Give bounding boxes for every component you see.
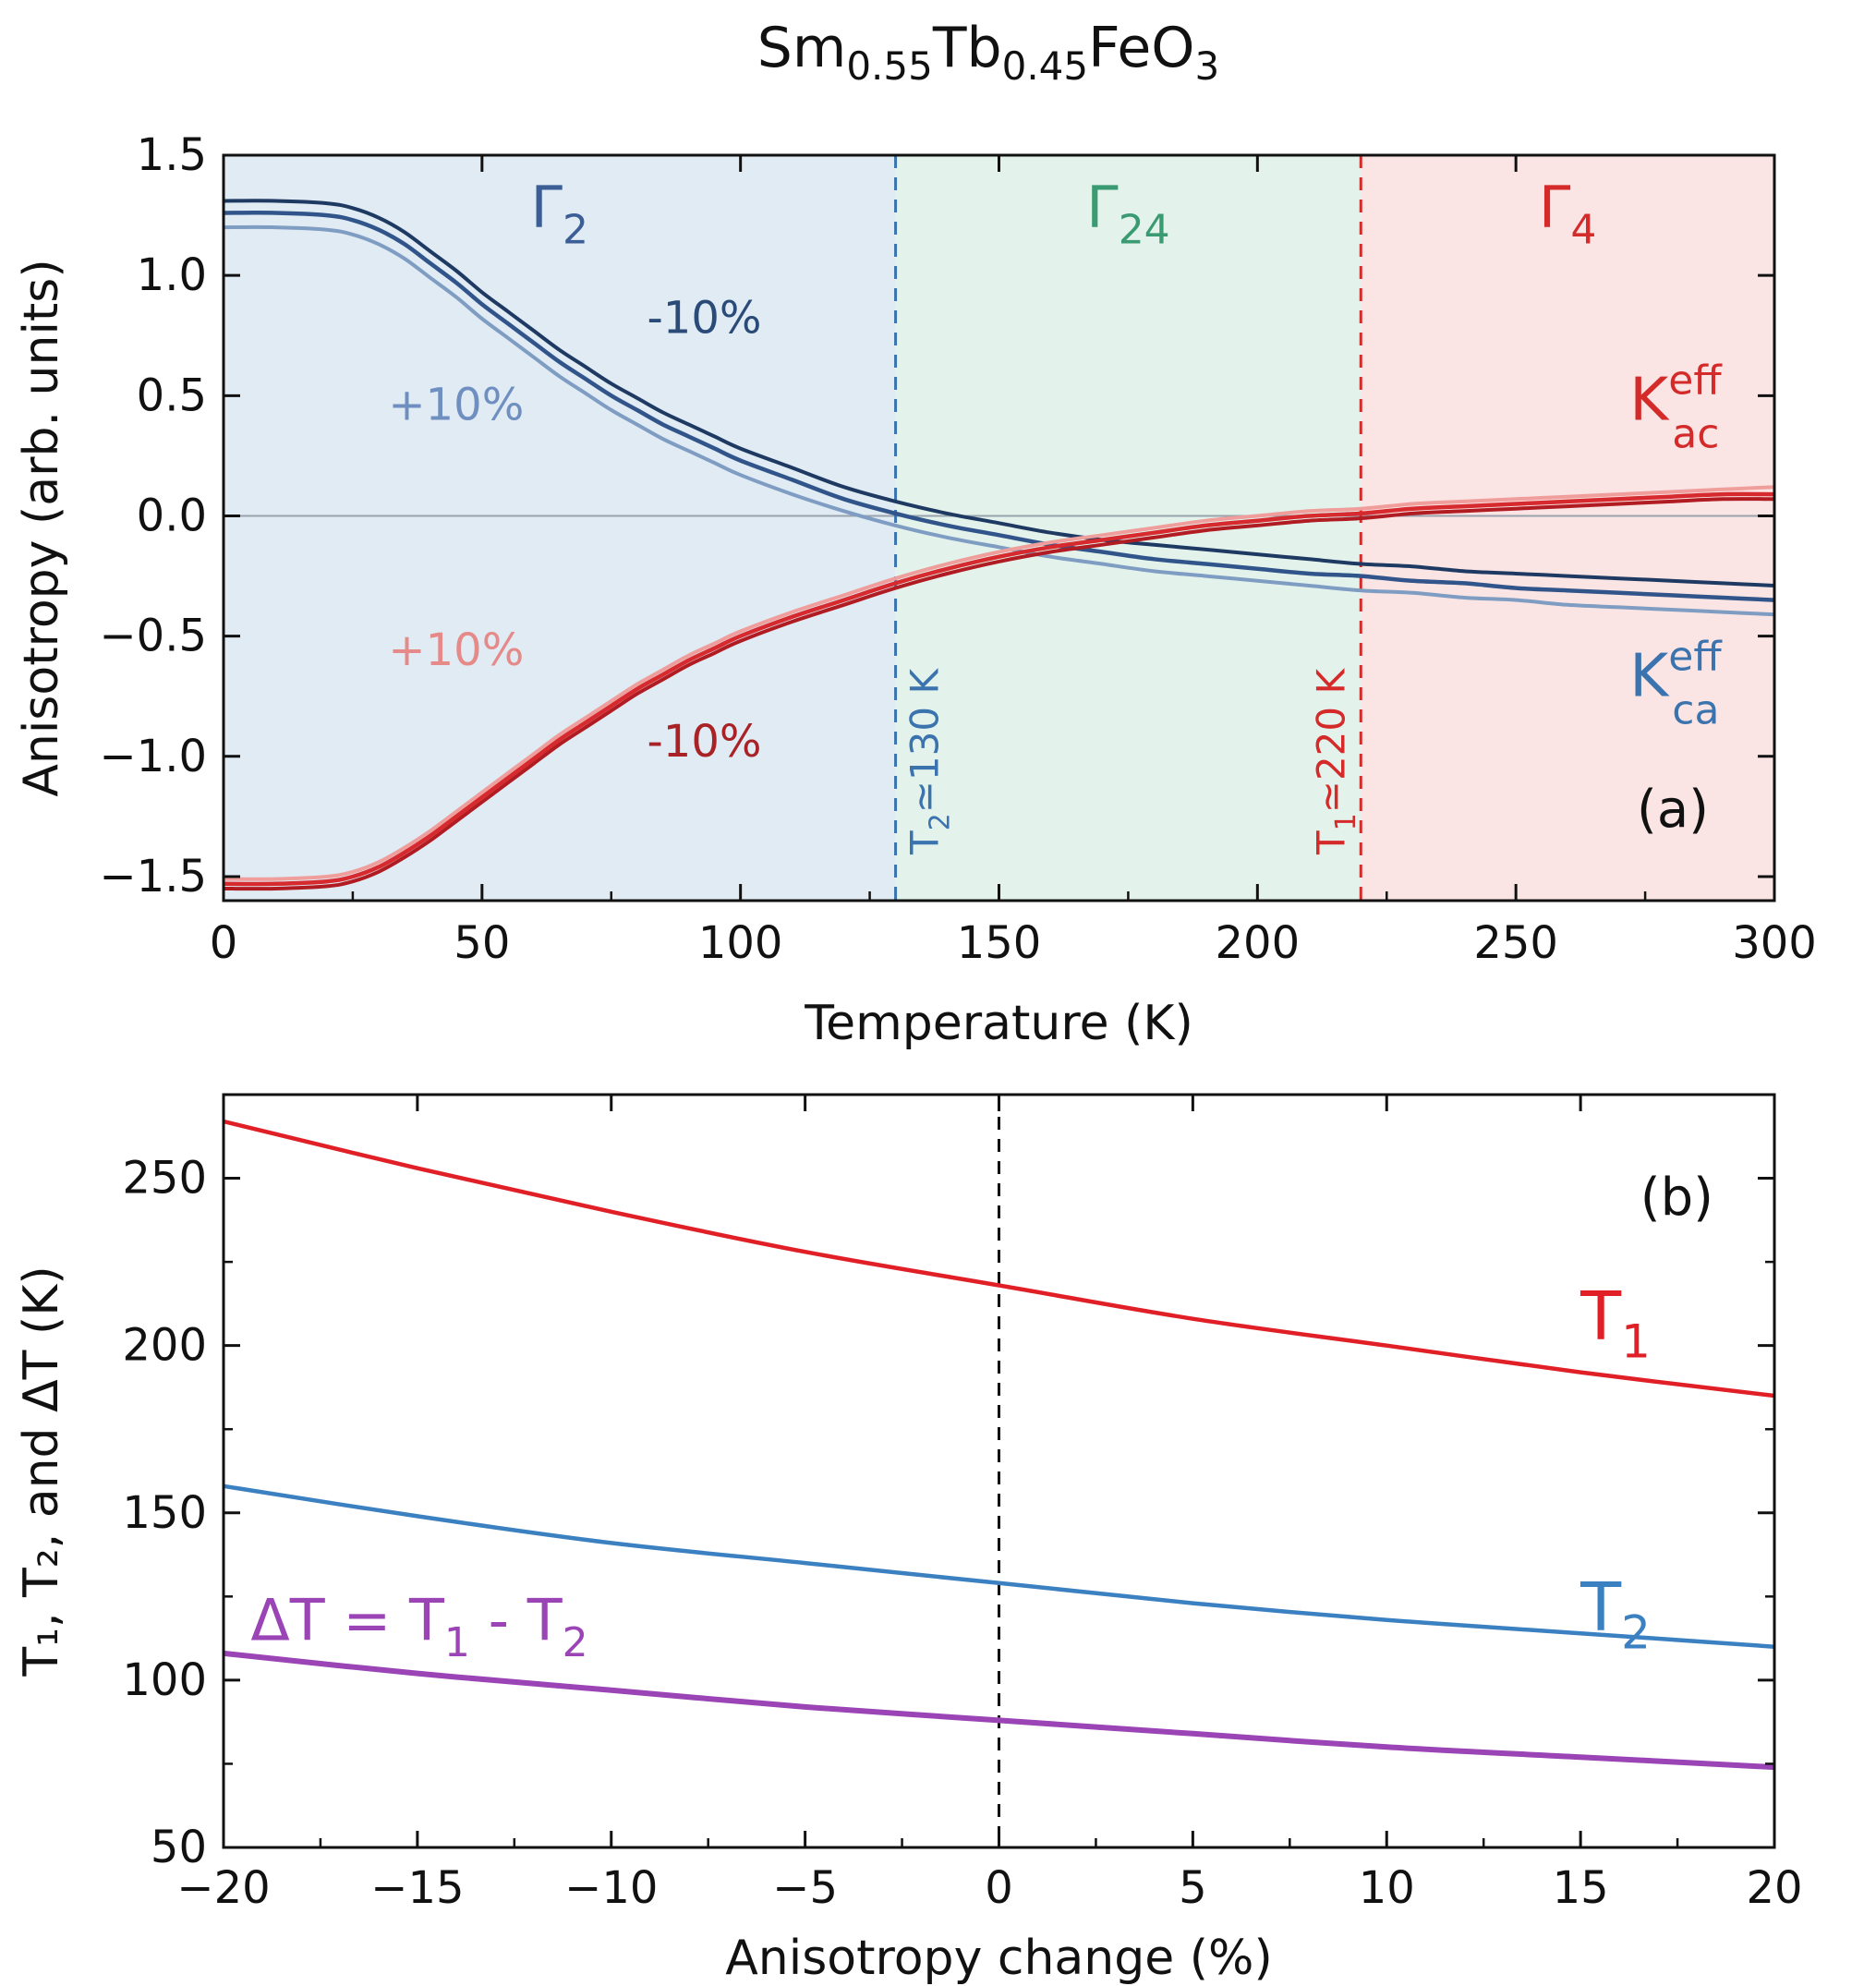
label-sub: 2 xyxy=(924,813,956,830)
label-main: T xyxy=(1308,830,1353,855)
series-line xyxy=(223,211,1775,602)
series-line-b xyxy=(223,1483,1775,1649)
title-sub: 3 xyxy=(1194,43,1219,89)
x-tick-label-a: 0 xyxy=(210,917,238,969)
label-sub: 2 xyxy=(563,206,588,253)
x-tick-label-a: 200 xyxy=(1216,917,1301,969)
y-tick-label-b: 150 xyxy=(122,1487,207,1539)
label-main: T xyxy=(1579,1568,1622,1646)
y-axis-label-a: Anisotropy (arb. units) xyxy=(14,259,69,796)
y-tick-label-a: −1.0 xyxy=(99,731,207,782)
label-sub: 1 xyxy=(1621,1315,1651,1369)
phase-label: Γ24 xyxy=(1086,174,1170,253)
panel-label-b: (b) xyxy=(1640,1168,1713,1228)
label-main: ΔT = T xyxy=(250,1586,445,1653)
x-tick-label-b: −5 xyxy=(772,1862,838,1914)
phase-region xyxy=(895,155,1362,901)
x-tick-label-b: 20 xyxy=(1746,1862,1802,1914)
curve-annotation: +10% xyxy=(388,624,524,676)
x-tick-label-b: 5 xyxy=(1179,1862,1207,1914)
series-line-b xyxy=(223,1650,1775,1771)
curve-annotation: -10% xyxy=(647,716,761,768)
panel-a: Γ2 Γ24 Γ4 T2≃130 KT1≃220 K -10%+10%+10%-10… xyxy=(14,129,1817,1051)
x-tick-label-b: 10 xyxy=(1359,1862,1415,1914)
label-sup: eff xyxy=(1668,634,1723,681)
y-tick-label-a: 1.0 xyxy=(137,249,207,301)
title-sub: 0.55 xyxy=(846,43,933,89)
curve-label: Keff ac xyxy=(1629,357,1723,457)
series-line xyxy=(223,199,1775,587)
x-tick-label-b: −10 xyxy=(564,1862,658,1914)
y-tick-label-a: 0.5 xyxy=(137,369,207,421)
series-line xyxy=(223,485,1775,881)
series-line xyxy=(223,491,1775,887)
x-axis-label-b: Anisotropy change (%) xyxy=(725,1931,1273,1986)
panel-label-a: (a) xyxy=(1637,780,1709,840)
phase-label: Γ2 xyxy=(531,174,589,253)
label-main: Γ xyxy=(1539,174,1571,241)
label-main: T xyxy=(1579,1277,1622,1354)
title-part: Sm xyxy=(757,16,847,80)
label-sub: 2 xyxy=(1621,1606,1651,1660)
x-axis-label-a: Temperature (K) xyxy=(804,996,1193,1051)
label-main: Γ xyxy=(531,174,563,241)
label-rest: - T xyxy=(470,1586,563,1653)
label-sub: 1 xyxy=(444,1619,470,1666)
x-tick-label-a: 250 xyxy=(1473,917,1558,969)
figure-title: Sm0.55Tb0.45FeO3 xyxy=(757,16,1219,89)
series-line xyxy=(223,497,1775,891)
label-main: K xyxy=(1629,366,1670,434)
transition-label: T1≃220 K xyxy=(1308,668,1362,855)
curve-annotation: +10% xyxy=(388,379,524,430)
curve-annotation: -10% xyxy=(647,293,761,345)
x-tick-label-b: 15 xyxy=(1553,1862,1609,1914)
x-tick-label-b: −20 xyxy=(176,1862,270,1914)
series-label-b: T2 xyxy=(1579,1568,1651,1660)
label-sub: 24 xyxy=(1119,206,1170,253)
delta-t-label: ΔT = T1 - T2 xyxy=(250,1586,587,1665)
label-sub: 2 xyxy=(563,1619,588,1666)
y-axis-label-b: T₁, T₂, and ΔT (K) xyxy=(14,1265,69,1677)
x-tick-label-a: 300 xyxy=(1732,917,1817,969)
x-tick-label-a: 100 xyxy=(698,917,783,969)
title-part: Tb xyxy=(932,16,1002,80)
y-tick-label-a: 1.5 xyxy=(137,129,207,181)
series-line-b xyxy=(223,1119,1775,1399)
title-part: FeO xyxy=(1088,16,1194,80)
phase-region xyxy=(224,155,896,901)
label-main: K xyxy=(1629,643,1670,711)
phase-region xyxy=(1361,155,1774,901)
series-label-b: T1 xyxy=(1579,1277,1651,1368)
label-rest: ≃220 K xyxy=(1308,668,1353,814)
y-tick-label-b: 250 xyxy=(122,1153,207,1205)
label-sub: 1 xyxy=(1330,813,1362,830)
phase-label: Γ4 xyxy=(1539,174,1597,253)
label-main: T xyxy=(902,830,948,855)
x-tick-label-b: 0 xyxy=(985,1862,1013,1914)
label-sub: 4 xyxy=(1570,206,1596,253)
x-tick-label-a: 50 xyxy=(454,917,510,969)
label-rest: ≃130 K xyxy=(902,668,948,814)
y-tick-label-a: −1.5 xyxy=(99,851,207,902)
transition-label: T2≃130 K xyxy=(902,668,957,855)
x-tick-label-b: −15 xyxy=(370,1862,464,1914)
y-tick-label-b: 50 xyxy=(151,1822,207,1873)
y-tick-label-b: 100 xyxy=(122,1654,207,1706)
y-tick-label-b: 200 xyxy=(122,1320,207,1372)
label-sub: ac xyxy=(1672,410,1719,457)
label-sub: ca xyxy=(1672,687,1719,734)
label-main: Γ xyxy=(1086,174,1119,241)
title-sub: 0.45 xyxy=(1002,43,1089,89)
curve-label: Keff ca xyxy=(1629,634,1723,734)
y-tick-label-a: 0.0 xyxy=(137,490,207,541)
y-tick-label-a: −0.5 xyxy=(99,611,207,662)
series-line xyxy=(223,224,1775,617)
x-tick-label-a: 150 xyxy=(957,917,1042,969)
label-sup: eff xyxy=(1668,357,1723,404)
